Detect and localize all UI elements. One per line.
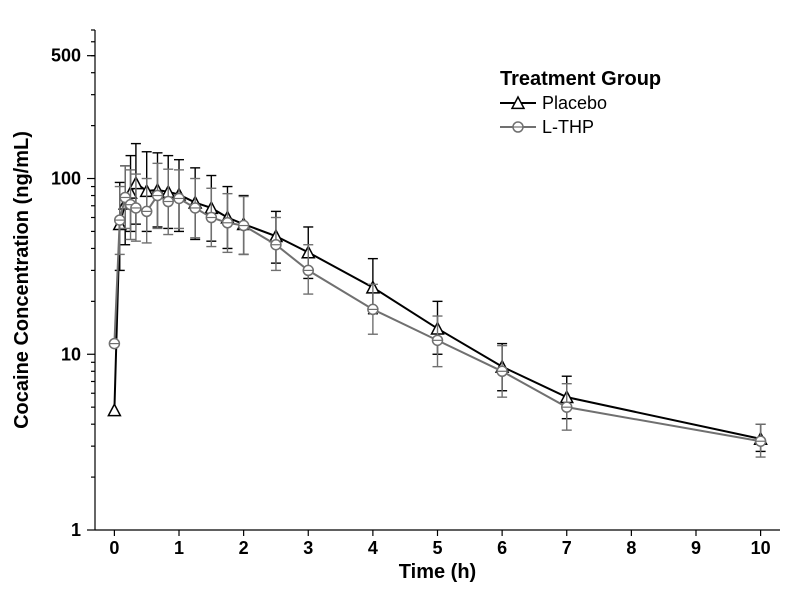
y-tick-label: 100 (51, 169, 81, 189)
x-tick-label: 8 (626, 538, 636, 558)
x-tick-label: 4 (368, 538, 378, 558)
x-axis-title-svg: Time (h) (399, 561, 476, 583)
x-tick-label: 6 (497, 538, 507, 558)
legend-title-svg: Treatment Group (500, 68, 661, 90)
x-tick-label: 3 (303, 538, 313, 558)
x-tick-label: 1 (174, 538, 184, 558)
x-tick-label: 10 (751, 538, 771, 558)
legend-label-1: L-THP (542, 117, 594, 137)
x-tick-label: 0 (109, 538, 119, 558)
x-tick-label: 7 (562, 538, 572, 558)
x-tick-label: 5 (432, 538, 442, 558)
marker-triangle (108, 404, 120, 415)
y-tick-label: 500 (51, 46, 81, 66)
legend-label-0: Placebo (542, 93, 607, 113)
y-axis-title-svg: Cocaine Concentration (ng/mL) (11, 131, 33, 429)
x-tick-label: 9 (691, 538, 701, 558)
x-tick-label: 2 (239, 538, 249, 558)
y-tick-label: 10 (61, 344, 81, 364)
y-tick-label: 1 (71, 520, 81, 540)
concentration-time-chart: 0 1 2 3 4 5 6 7 8 9 10 1 10 100 500 Time (h) Cocaine Con… (0, 0, 800, 597)
